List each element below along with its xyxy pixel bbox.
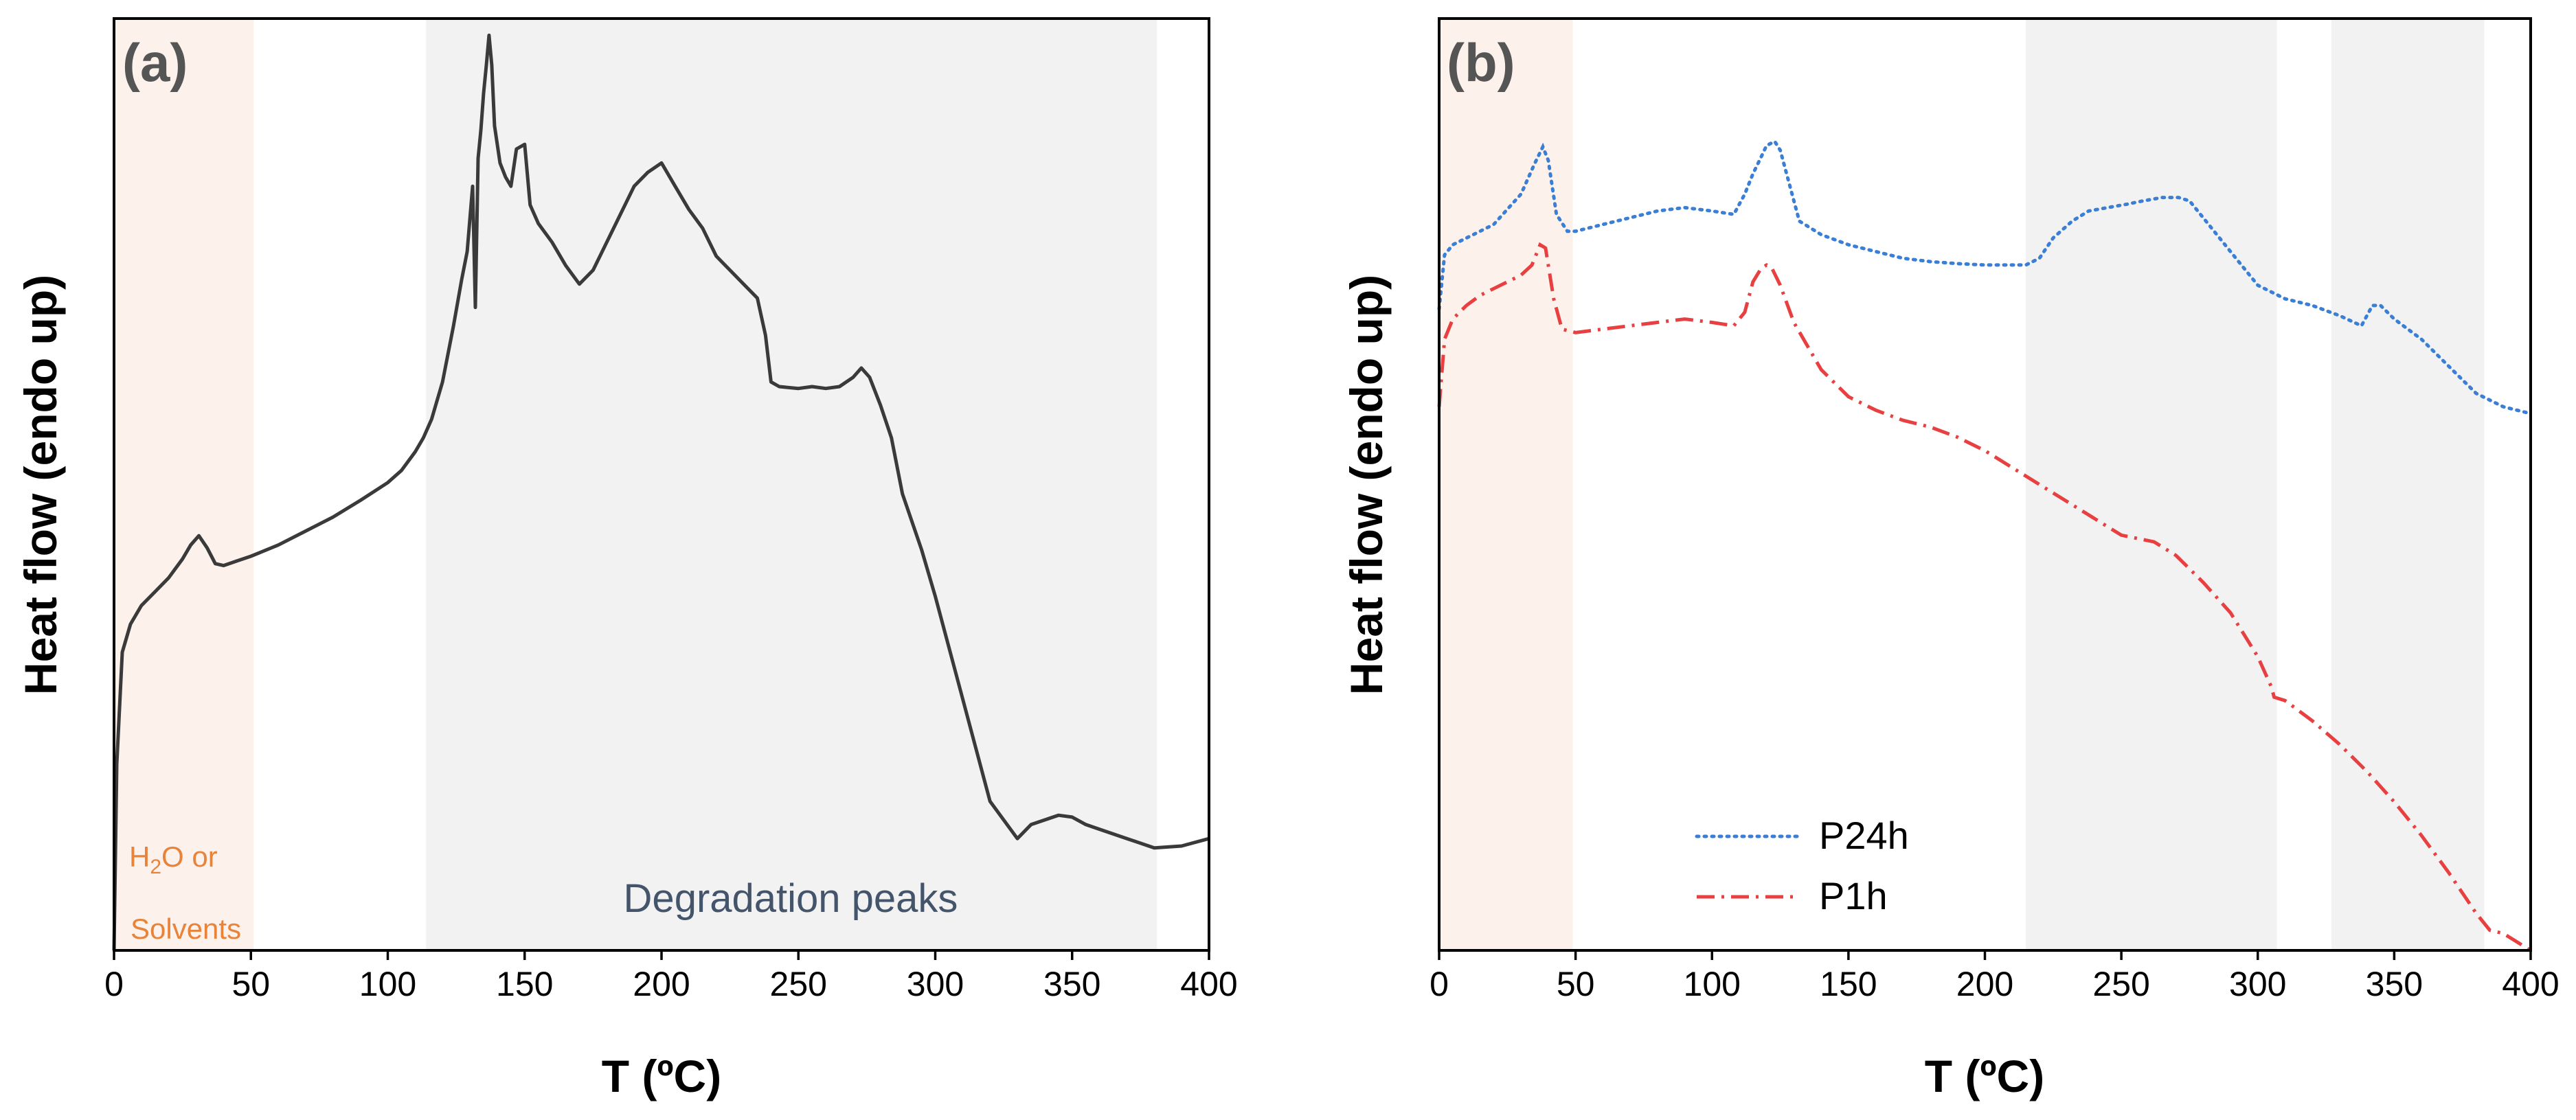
x-tick-label: 50 [231,965,270,1003]
panel-a-bands [114,19,1157,950]
panel-a-dsc-line [112,33,1210,951]
x-tick-label: 50 [1557,965,1595,1003]
panel-b-x-ticks: 0 50 100 150 200 250 300 350 400 [1430,950,2560,1003]
panel-a-x-ticks: 0 50 100 150 200 250 300 350 400 [104,950,1238,1003]
x-tick-label: 100 [1684,965,1741,1003]
panel-b-p24h-line [1437,139,2533,415]
x-tick-label: 250 [770,965,827,1003]
panel-b-p1h-line [1437,242,2532,952]
panel-b: 0 50 100 150 200 250 300 350 400 (b) T (ºC) Heat… [1341,17,2560,1101]
panel-a: H2O or Solvents Degradation peaks 0 50 100… [15,17,1238,1101]
x-tick-label: 150 [1820,965,1877,1003]
band-solvent-region [114,19,254,950]
x-tick-label: 350 [2366,965,2423,1003]
x-tick-label: 200 [1956,965,2013,1003]
panel-b-label: (b) [1447,32,1515,93]
x-tick-label: 350 [1043,965,1100,1003]
x-tick-label: 200 [633,965,690,1003]
panel-b-y-axis-title: Heat flow (endo up) [1341,275,1392,695]
legend-p1h-label: P1h [1819,874,1888,917]
legend-p24h-label: P24h [1819,814,1909,857]
panel-a-x-axis-title: T (ºC) [602,1051,721,1101]
x-tick-label: 250 [2092,965,2149,1003]
panel-b-x-axis-title: T (ºC) [1925,1051,2044,1101]
x-tick-label: 300 [907,965,964,1003]
band-degradation-region-1 [2026,19,2277,950]
x-tick-label: 400 [2502,965,2559,1003]
band-degradation-region [426,19,1157,950]
panel-a-h2o-label: H2O or [129,841,218,878]
panel-a-degradation-label: Degradation peaks [624,876,958,921]
x-tick-label: 0 [1430,965,1449,1003]
x-tick-label: 100 [359,965,416,1003]
panel-a-solvents-label: Solvents [131,913,241,945]
panel-a-y-axis-title: Heat flow (endo up) [15,275,66,695]
band-solvent-region [1439,19,1573,950]
x-tick-label: 400 [1180,965,1237,1003]
x-tick-label: 300 [2229,965,2286,1003]
band-degradation-region-2 [2331,19,2485,950]
panel-a-label: (a) [122,32,188,93]
x-tick-label: 150 [496,965,553,1003]
panel-b-legend: P24h P1h [1695,814,1909,917]
panel-b-bands [1439,19,2485,950]
x-tick-label: 0 [104,965,124,1003]
